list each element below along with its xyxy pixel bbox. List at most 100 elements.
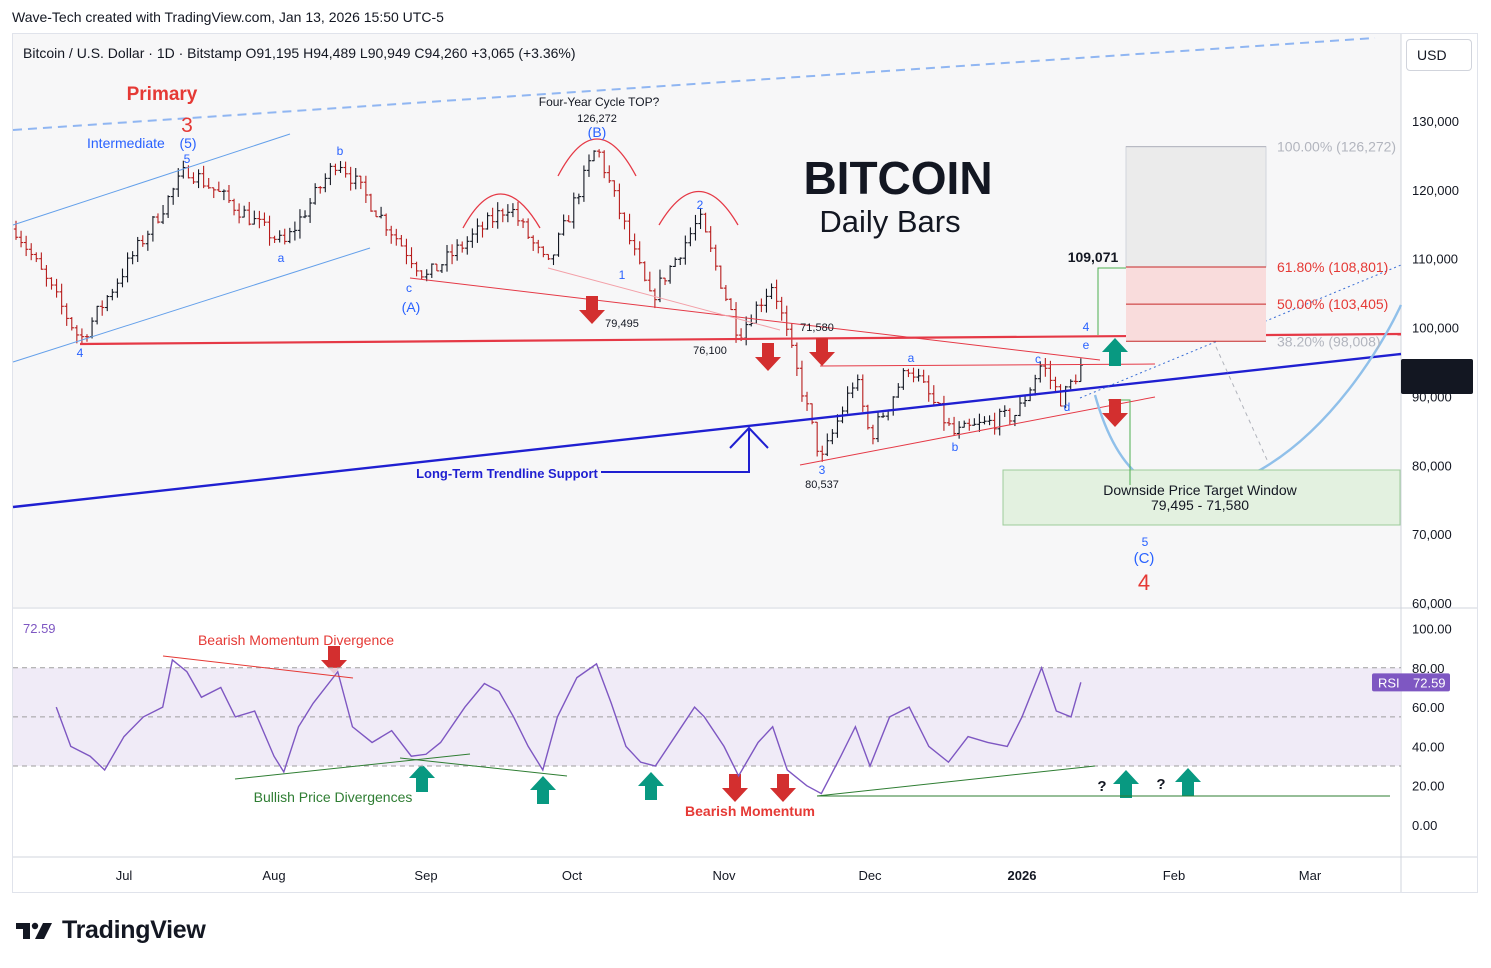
tradingview-logo[interactable]: TradingView bbox=[16, 916, 206, 945]
candle bbox=[601, 150, 607, 179]
arc-left bbox=[462, 193, 541, 229]
candle bbox=[221, 189, 227, 201]
primary-dashed-trendline[interactable] bbox=[12, 37, 1376, 131]
triangle-mid[interactable] bbox=[819, 363, 1156, 367]
candle bbox=[135, 236, 140, 263]
candle bbox=[247, 201, 252, 226]
candle bbox=[429, 263, 434, 278]
candle bbox=[662, 277, 668, 286]
candle bbox=[977, 413, 982, 432]
candle bbox=[683, 235, 688, 265]
down-arrow bbox=[1102, 399, 1128, 427]
candle bbox=[44, 265, 49, 287]
candle bbox=[911, 367, 916, 383]
candle bbox=[282, 228, 287, 245]
candle bbox=[541, 246, 546, 258]
candle bbox=[201, 165, 206, 189]
candle bbox=[667, 265, 673, 284]
intermediate-channel-upper[interactable] bbox=[12, 133, 291, 226]
candle bbox=[946, 417, 952, 426]
time-axis-tick: 2026 bbox=[1008, 868, 1037, 883]
price-axis-tick: 70,000 bbox=[1412, 527, 1452, 542]
candle bbox=[880, 412, 886, 418]
rsi-axis-tick: 100.00 bbox=[1412, 622, 1452, 637]
candle bbox=[693, 214, 698, 241]
candle bbox=[500, 208, 505, 223]
candle bbox=[444, 244, 450, 272]
candle bbox=[18, 230, 24, 248]
ohlc-legend: Bitcoin / U.S. Dollar · 1D · Bitstamp O9… bbox=[23, 45, 576, 61]
b-leg-line[interactable] bbox=[547, 267, 781, 331]
bullish-divergence-line-2[interactable] bbox=[399, 757, 568, 777]
bullish-divergence-line-1[interactable] bbox=[234, 753, 471, 780]
candle bbox=[647, 271, 653, 292]
candle bbox=[120, 268, 125, 288]
wave-3: 3 bbox=[819, 463, 826, 477]
candle bbox=[596, 149, 602, 158]
candle bbox=[556, 232, 561, 257]
time-axis-tick: Aug bbox=[262, 868, 285, 883]
wave-a-minor: a bbox=[908, 351, 915, 365]
rsi-down-arrow bbox=[321, 646, 347, 674]
candle bbox=[515, 201, 521, 226]
candle bbox=[688, 227, 693, 247]
rsi-axis-tick: 20.00 bbox=[1412, 779, 1445, 794]
candle bbox=[170, 187, 176, 205]
candle bbox=[475, 218, 480, 243]
long-term-trendline[interactable] bbox=[12, 352, 1402, 509]
candle bbox=[297, 209, 303, 239]
candle bbox=[236, 203, 242, 224]
rsi-axis-tick: 0.00 bbox=[1412, 818, 1437, 833]
candle bbox=[191, 172, 196, 185]
currency-button[interactable]: USD bbox=[1406, 39, 1472, 71]
candle bbox=[931, 385, 936, 406]
wave-b-minor: b bbox=[952, 440, 959, 454]
wave-5: 5 bbox=[184, 152, 191, 166]
rsi-down-arrow bbox=[722, 774, 748, 802]
candle bbox=[987, 415, 992, 426]
candle bbox=[830, 429, 835, 445]
candle bbox=[926, 375, 931, 402]
up-arrow bbox=[1102, 338, 1128, 366]
candle bbox=[536, 239, 541, 254]
bullish-divergence-line-3[interactable] bbox=[816, 765, 1096, 797]
triangle-lower[interactable] bbox=[799, 396, 1156, 466]
candle bbox=[1033, 374, 1038, 396]
wave-d-minor: d bbox=[1064, 400, 1071, 414]
last-price-tag bbox=[1401, 359, 1473, 394]
candle bbox=[59, 283, 64, 315]
candle bbox=[424, 269, 429, 282]
candle bbox=[607, 165, 612, 183]
candle bbox=[916, 368, 921, 382]
primary-wave-3: 3 bbox=[181, 114, 193, 137]
candle bbox=[896, 383, 901, 398]
candle bbox=[150, 216, 156, 242]
bearish-divergence-line[interactable] bbox=[162, 655, 354, 679]
wave-e-minor: e bbox=[1083, 338, 1090, 352]
rsi-axis-tick: 40.00 bbox=[1412, 739, 1445, 754]
candle bbox=[779, 296, 784, 321]
candle bbox=[130, 251, 135, 265]
candle bbox=[591, 150, 597, 162]
candle bbox=[54, 278, 59, 298]
intermediate-channel-lower[interactable] bbox=[12, 247, 371, 363]
candle bbox=[348, 166, 353, 191]
candle bbox=[784, 305, 789, 337]
candle bbox=[870, 424, 876, 445]
triangle-upper[interactable] bbox=[409, 277, 1101, 361]
support-up-arrow bbox=[601, 426, 769, 473]
candle bbox=[814, 421, 820, 457]
price-71580: 71,580 bbox=[800, 322, 834, 334]
rsi-line[interactable] bbox=[55, 658, 1082, 795]
rsi-value-label: 72.59 bbox=[23, 621, 56, 636]
rsi-up-arrow bbox=[409, 764, 435, 792]
candle bbox=[100, 300, 105, 316]
candle bbox=[749, 314, 754, 327]
candle bbox=[216, 181, 222, 192]
question-mark: ? bbox=[1156, 776, 1165, 793]
wave-4-minor: 4 bbox=[1083, 320, 1090, 334]
candle bbox=[318, 186, 323, 194]
fib-level-label: 50.00% (103,405) bbox=[1277, 296, 1388, 312]
candle bbox=[140, 235, 145, 247]
